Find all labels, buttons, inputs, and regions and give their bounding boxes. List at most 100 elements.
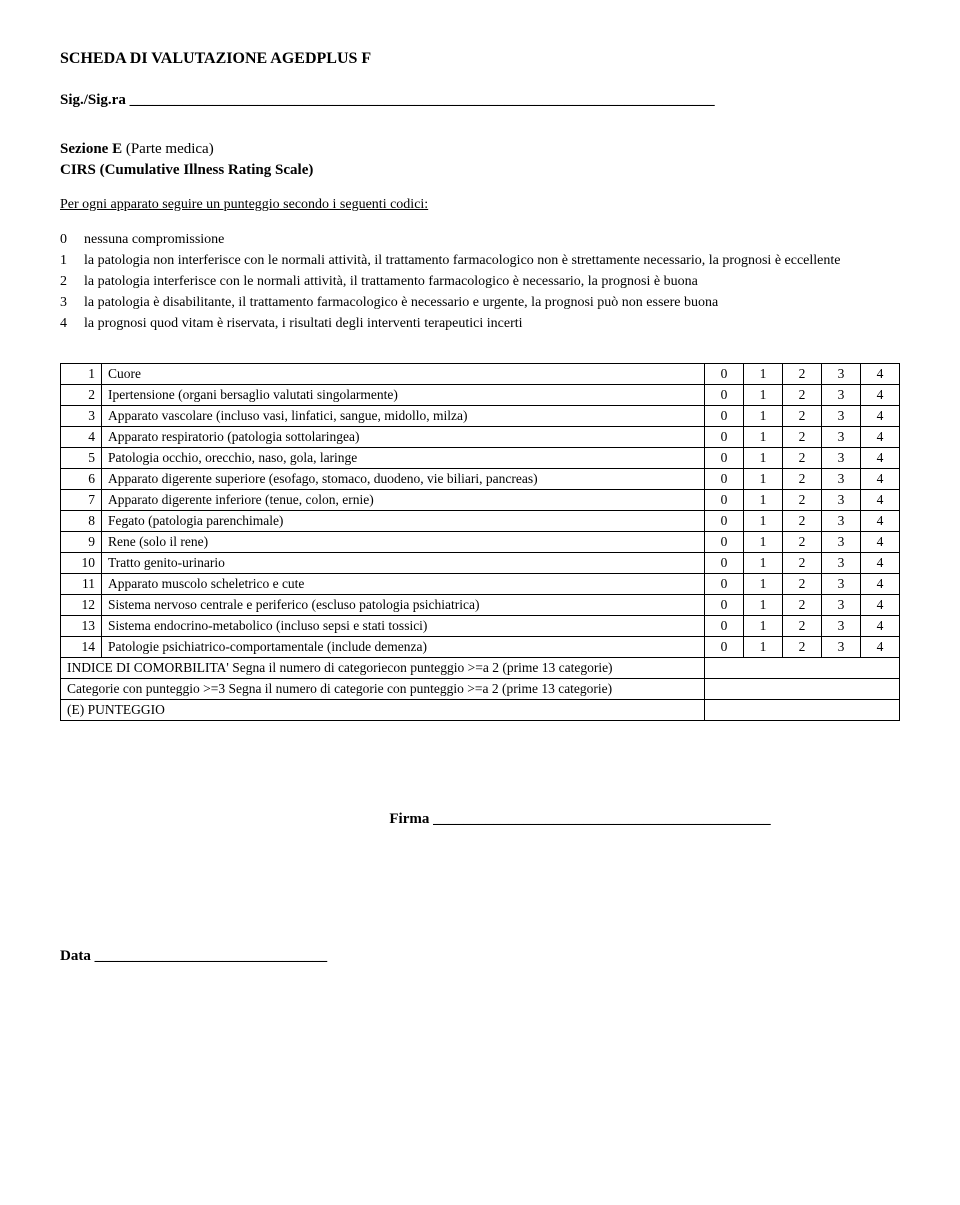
score-cell[interactable]: 3 — [822, 364, 861, 385]
table-row: 2Ipertensione (organi bersaglio valutati… — [61, 385, 900, 406]
footer-label: Categorie con punteggio >=3 Segna il num… — [61, 679, 705, 700]
score-cell[interactable]: 4 — [861, 490, 900, 511]
score-cell[interactable]: 4 — [861, 406, 900, 427]
row-label: Sistema endocrino-metabolico (incluso se… — [102, 616, 705, 637]
score-cell[interactable]: 0 — [705, 490, 744, 511]
score-cell[interactable]: 0 — [705, 553, 744, 574]
score-cell[interactable]: 2 — [783, 574, 822, 595]
score-cell[interactable]: 3 — [822, 553, 861, 574]
score-cell[interactable]: 1 — [744, 427, 783, 448]
row-label: Apparato muscolo scheletrico e cute — [102, 574, 705, 595]
row-label: Rene (solo il rene) — [102, 532, 705, 553]
score-cell[interactable]: 2 — [783, 364, 822, 385]
row-number: 3 — [61, 406, 102, 427]
score-cell[interactable]: 0 — [705, 385, 744, 406]
row-label: Apparato digerente inferiore (tenue, col… — [102, 490, 705, 511]
row-number: 1 — [61, 364, 102, 385]
score-cell[interactable]: 3 — [822, 532, 861, 553]
score-cell[interactable]: 4 — [861, 385, 900, 406]
score-cell[interactable]: 0 — [705, 616, 744, 637]
score-cell[interactable]: 4 — [861, 364, 900, 385]
score-cell[interactable]: 4 — [861, 553, 900, 574]
codes-list: 0nessuna compromissione 1la patologia non… — [60, 231, 900, 333]
score-cell[interactable]: 1 — [744, 637, 783, 658]
score-cell[interactable]: 0 — [705, 511, 744, 532]
score-cell[interactable]: 2 — [783, 448, 822, 469]
score-cell[interactable]: 2 — [783, 427, 822, 448]
score-cell[interactable]: 4 — [861, 574, 900, 595]
row-number: 2 — [61, 385, 102, 406]
footer-value[interactable] — [705, 658, 900, 679]
score-cell[interactable]: 0 — [705, 595, 744, 616]
score-cell[interactable]: 3 — [822, 574, 861, 595]
score-cell[interactable]: 3 — [822, 616, 861, 637]
score-cell[interactable]: 0 — [705, 406, 744, 427]
score-cell[interactable]: 2 — [783, 469, 822, 490]
score-cell[interactable]: 1 — [744, 553, 783, 574]
code-row: 1la patologia non interferisce con le no… — [60, 252, 900, 271]
score-cell[interactable]: 2 — [783, 385, 822, 406]
score-cell[interactable]: 3 — [822, 490, 861, 511]
score-cell[interactable]: 3 — [822, 511, 861, 532]
score-cell[interactable]: 1 — [744, 532, 783, 553]
score-cell[interactable]: 3 — [822, 448, 861, 469]
score-cell[interactable]: 4 — [861, 448, 900, 469]
score-cell[interactable]: 2 — [783, 616, 822, 637]
score-cell[interactable]: 4 — [861, 616, 900, 637]
score-cell[interactable]: 2 — [783, 553, 822, 574]
score-cell[interactable]: 0 — [705, 427, 744, 448]
score-cell[interactable]: 3 — [822, 469, 861, 490]
score-cell[interactable]: 2 — [783, 511, 822, 532]
score-cell[interactable]: 2 — [783, 595, 822, 616]
table-row: 11Apparato muscolo scheletrico e cute012… — [61, 574, 900, 595]
section-instruction: Per ogni apparato seguire un punteggio s… — [60, 197, 900, 213]
score-cell[interactable]: 3 — [822, 427, 861, 448]
footer-value[interactable] — [705, 700, 900, 721]
table-row: 12Sistema nervoso centrale e periferico … — [61, 595, 900, 616]
score-cell[interactable]: 2 — [783, 532, 822, 553]
code-text: nessuna compromissione — [84, 231, 900, 250]
score-cell[interactable]: 1 — [744, 490, 783, 511]
score-cell[interactable]: 3 — [822, 385, 861, 406]
score-cell[interactable]: 0 — [705, 448, 744, 469]
footer-value[interactable] — [705, 679, 900, 700]
code-row: 2la patologia interferisce con le normal… — [60, 273, 900, 292]
score-cell[interactable]: 1 — [744, 448, 783, 469]
score-cell[interactable]: 3 — [822, 406, 861, 427]
section-label: Sezione E — [60, 141, 122, 157]
score-cell[interactable]: 1 — [744, 406, 783, 427]
score-cell[interactable]: 4 — [861, 427, 900, 448]
score-cell[interactable]: 1 — [744, 469, 783, 490]
score-cell[interactable]: 1 — [744, 616, 783, 637]
row-label: Apparato digerente superiore (esofago, s… — [102, 469, 705, 490]
score-cell[interactable]: 1 — [744, 364, 783, 385]
score-cell[interactable]: 0 — [705, 469, 744, 490]
score-cell[interactable]: 4 — [861, 637, 900, 658]
score-cell[interactable]: 1 — [744, 595, 783, 616]
score-cell[interactable]: 1 — [744, 385, 783, 406]
score-cell[interactable]: 3 — [822, 595, 861, 616]
score-cell[interactable]: 0 — [705, 574, 744, 595]
code-row: 0nessuna compromissione — [60, 231, 900, 250]
score-cell[interactable]: 0 — [705, 364, 744, 385]
score-cell[interactable]: 4 — [861, 511, 900, 532]
score-cell[interactable]: 3 — [822, 637, 861, 658]
row-label: Tratto genito-urinario — [102, 553, 705, 574]
score-cell[interactable]: 4 — [861, 469, 900, 490]
score-cell[interactable]: 2 — [783, 406, 822, 427]
table-row: 14Patologie psichiatrico-comportamentale… — [61, 637, 900, 658]
row-number: 11 — [61, 574, 102, 595]
code-text: la patologia non interferisce con le nor… — [84, 252, 900, 271]
code-number: 4 — [60, 315, 84, 334]
score-cell[interactable]: 0 — [705, 637, 744, 658]
score-cell[interactable]: 2 — [783, 490, 822, 511]
score-cell[interactable]: 1 — [744, 574, 783, 595]
score-cell[interactable]: 0 — [705, 532, 744, 553]
score-cell[interactable]: 2 — [783, 637, 822, 658]
cirs-table: 1Cuore012342Ipertensione (organi bersagl… — [60, 363, 900, 721]
score-cell[interactable]: 1 — [744, 511, 783, 532]
score-cell[interactable]: 4 — [861, 595, 900, 616]
row-number: 4 — [61, 427, 102, 448]
score-cell[interactable]: 4 — [861, 532, 900, 553]
code-text: la prognosi quod vitam è riservata, i ri… — [84, 315, 900, 334]
